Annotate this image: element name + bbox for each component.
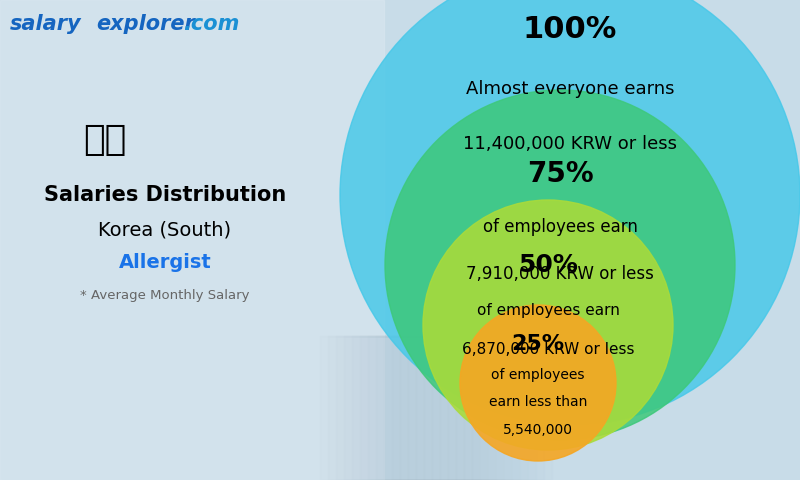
Text: 50%: 50%: [518, 253, 578, 277]
Circle shape: [460, 305, 616, 461]
Bar: [472, 336, 552, 480]
Text: of employees earn: of employees earn: [482, 217, 638, 236]
Text: 5,540,000: 5,540,000: [503, 423, 573, 437]
Bar: [336, 336, 416, 480]
Bar: [464, 336, 544, 480]
Bar: [0, 0, 384, 480]
Text: salary: salary: [10, 14, 82, 34]
Bar: [328, 336, 408, 480]
Text: 75%: 75%: [526, 160, 594, 188]
Text: 11,400,000 KRW or less: 11,400,000 KRW or less: [463, 135, 677, 154]
Text: earn less than: earn less than: [489, 396, 587, 409]
Text: 🇰🇷: 🇰🇷: [83, 123, 126, 157]
Text: 25%: 25%: [511, 334, 565, 354]
Bar: [400, 336, 480, 480]
Bar: [368, 336, 448, 480]
Text: of employees earn: of employees earn: [477, 302, 619, 317]
Bar: [360, 336, 440, 480]
Text: of employees: of employees: [491, 368, 585, 382]
Bar: [320, 336, 400, 480]
Text: Korea (South): Korea (South): [98, 220, 231, 240]
Bar: [416, 336, 496, 480]
Bar: [392, 336, 472, 480]
Bar: [408, 336, 488, 480]
Bar: [352, 336, 432, 480]
Bar: [432, 336, 512, 480]
Text: 100%: 100%: [523, 15, 617, 44]
Circle shape: [385, 90, 735, 440]
Text: * Average Monthly Salary: * Average Monthly Salary: [80, 288, 250, 301]
Bar: [456, 336, 536, 480]
Bar: [440, 336, 520, 480]
Text: Salaries Distribution: Salaries Distribution: [44, 185, 286, 205]
Bar: [424, 336, 504, 480]
Text: explorer: explorer: [96, 14, 194, 34]
Bar: [376, 336, 456, 480]
Bar: [448, 336, 528, 480]
Circle shape: [423, 200, 673, 450]
Bar: [384, 336, 464, 480]
Text: .com: .com: [183, 14, 239, 34]
Text: Almost everyone earns: Almost everyone earns: [466, 80, 674, 98]
Bar: [344, 336, 424, 480]
Circle shape: [340, 0, 800, 425]
Text: 6,870,000 KRW or less: 6,870,000 KRW or less: [462, 343, 634, 358]
Text: 7,910,000 KRW or less: 7,910,000 KRW or less: [466, 265, 654, 283]
Text: Allergist: Allergist: [118, 253, 211, 273]
